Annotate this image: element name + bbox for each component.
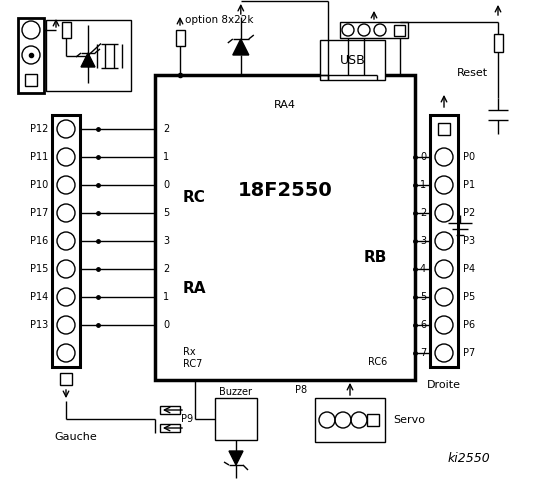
Text: 2: 2 — [420, 208, 426, 218]
Bar — [61, 22, 70, 38]
Text: Rx: Rx — [183, 347, 196, 357]
Text: 6: 6 — [420, 320, 426, 330]
Text: RB: RB — [364, 251, 387, 265]
Text: 3: 3 — [420, 236, 426, 246]
Bar — [155, 75, 415, 380]
Text: 2: 2 — [163, 264, 169, 274]
Text: P13: P13 — [30, 320, 48, 330]
Polygon shape — [233, 39, 249, 55]
Text: option 8x22k: option 8x22k — [185, 15, 253, 25]
Bar — [60, 373, 72, 385]
Text: USB: USB — [340, 53, 366, 67]
Text: Gauche: Gauche — [54, 432, 97, 442]
Text: 1: 1 — [420, 180, 426, 190]
Polygon shape — [229, 451, 243, 465]
Text: 1: 1 — [163, 152, 169, 162]
Text: ki2550: ki2550 — [447, 452, 490, 465]
Bar — [367, 414, 379, 426]
Bar — [430, 115, 458, 367]
Bar — [160, 424, 180, 432]
Text: P1: P1 — [463, 180, 475, 190]
Text: Servo: Servo — [393, 415, 425, 425]
Bar — [438, 123, 450, 135]
Bar — [18, 18, 44, 93]
Bar — [315, 398, 385, 442]
Text: P8: P8 — [295, 385, 307, 395]
Text: P5: P5 — [463, 292, 475, 302]
Text: 5: 5 — [420, 292, 426, 302]
Text: RC: RC — [183, 190, 206, 204]
Bar — [320, 40, 385, 80]
Text: RA4: RA4 — [274, 100, 296, 110]
Text: 0: 0 — [163, 320, 169, 330]
Text: P4: P4 — [463, 264, 475, 274]
Text: Droite: Droite — [427, 380, 461, 390]
Text: 4: 4 — [420, 264, 426, 274]
Text: RC6: RC6 — [368, 357, 387, 367]
Text: P3: P3 — [463, 236, 475, 246]
Text: P7: P7 — [463, 348, 475, 358]
Text: 2: 2 — [163, 124, 169, 134]
Polygon shape — [81, 53, 95, 67]
Text: Buzzer: Buzzer — [220, 387, 253, 397]
Text: 1: 1 — [163, 292, 169, 302]
Bar — [52, 115, 80, 367]
Text: P15: P15 — [30, 264, 48, 274]
Text: Reset: Reset — [457, 68, 488, 78]
Bar — [493, 34, 503, 52]
Text: P2: P2 — [463, 208, 475, 218]
Text: 3: 3 — [163, 236, 169, 246]
Bar — [394, 24, 405, 36]
Text: P10: P10 — [30, 180, 48, 190]
Text: 0: 0 — [163, 180, 169, 190]
Text: P14: P14 — [30, 292, 48, 302]
Text: P16: P16 — [30, 236, 48, 246]
Text: P9: P9 — [181, 414, 193, 424]
Text: P17: P17 — [30, 208, 48, 218]
Text: P6: P6 — [463, 320, 475, 330]
Bar — [46, 20, 131, 91]
Text: P12: P12 — [30, 124, 48, 134]
Bar — [25, 74, 37, 86]
Text: P11: P11 — [30, 152, 48, 162]
Bar — [160, 406, 180, 414]
Text: 7: 7 — [420, 348, 426, 358]
Text: RC7: RC7 — [183, 359, 202, 369]
Text: 18F2550: 18F2550 — [238, 181, 332, 201]
Bar — [215, 398, 257, 440]
Bar — [340, 22, 408, 38]
Text: P0: P0 — [463, 152, 475, 162]
Text: RA: RA — [183, 281, 206, 296]
Bar — [175, 30, 185, 46]
Text: 5: 5 — [163, 208, 169, 218]
Text: 0: 0 — [420, 152, 426, 162]
